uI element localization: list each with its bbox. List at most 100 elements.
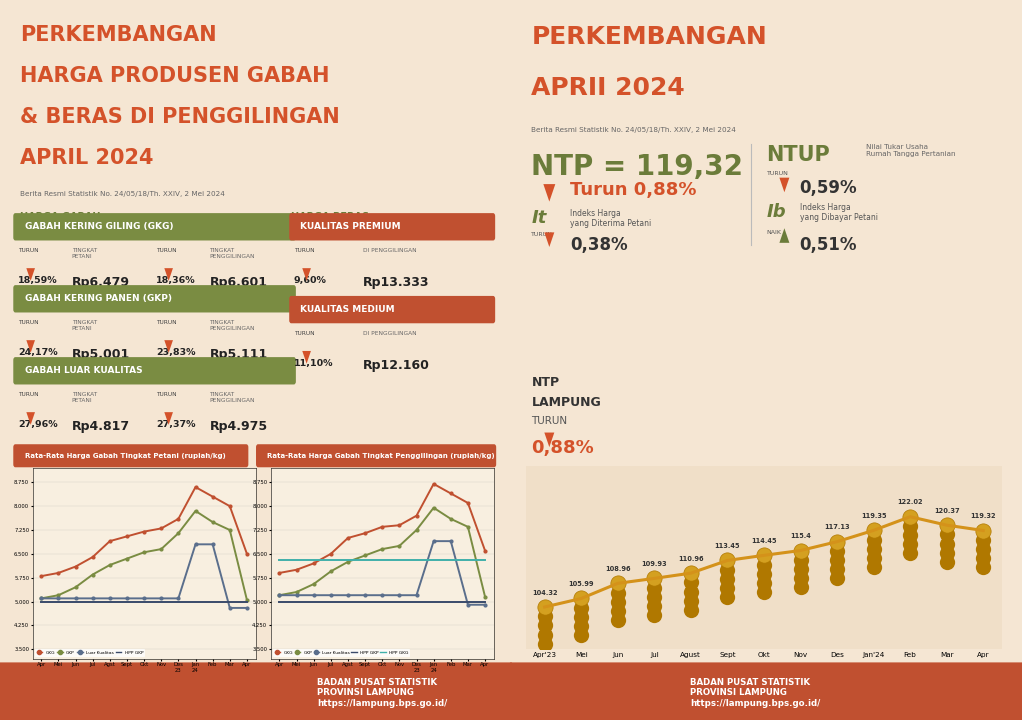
Text: 18,36%: 18,36% [155, 276, 195, 284]
Text: TURUN: TURUN [18, 320, 39, 325]
Text: Rp4.975: Rp4.975 [210, 420, 268, 433]
Text: NTUP: NTUP [766, 145, 830, 166]
Text: Berita Resmi Statistik No. 24/05/18/Th. XXIV, 2 Mei 2024: Berita Resmi Statistik No. 24/05/18/Th. … [531, 127, 736, 132]
Polygon shape [27, 412, 35, 425]
Text: APRIL 2024: APRIL 2024 [20, 148, 154, 168]
Text: TURUN: TURUN [155, 320, 177, 325]
Text: 11,10%: 11,10% [294, 359, 333, 367]
Text: GABAH KERING PANEN (GKP): GABAH KERING PANEN (GKP) [25, 294, 172, 303]
FancyBboxPatch shape [256, 444, 497, 467]
Polygon shape [27, 268, 35, 281]
Text: 117.13: 117.13 [825, 524, 850, 530]
Text: Indeks Harga
yang Dibayar Petani: Indeks Harga yang Dibayar Petani [800, 203, 878, 222]
Text: 113.45: 113.45 [714, 543, 740, 549]
Text: 27,96%: 27,96% [18, 420, 57, 428]
Text: NTP = 119,32: NTP = 119,32 [531, 153, 743, 181]
Legend: GKG, GKP, Luar Kualitas, HPP GKP: GKG, GKP, Luar Kualitas, HPP GKP [35, 649, 145, 657]
Text: LAMPUNG: LAMPUNG [531, 396, 601, 409]
Text: 115.4: 115.4 [790, 533, 810, 539]
Text: 27,37%: 27,37% [155, 420, 195, 428]
Polygon shape [165, 412, 173, 425]
Text: 114.45: 114.45 [751, 538, 777, 544]
Text: Ib: Ib [766, 203, 786, 221]
Text: DI PENGGILINGAN: DI PENGGILINGAN [363, 248, 416, 253]
Text: Rp6.479: Rp6.479 [72, 276, 130, 289]
Text: 105.99: 105.99 [568, 581, 594, 587]
Text: TURUN: TURUN [18, 392, 39, 397]
Text: 0,88%: 0,88% [531, 439, 594, 457]
FancyBboxPatch shape [13, 213, 296, 240]
Text: 120.37: 120.37 [934, 508, 960, 513]
Text: Berita Resmi Statistik No. 24/05/18/Th. XXIV, 2 Mei 2024: Berita Resmi Statistik No. 24/05/18/Th. … [20, 191, 225, 197]
Text: HARGA BERAS: HARGA BERAS [291, 212, 369, 222]
FancyBboxPatch shape [0, 662, 513, 720]
Text: & BERAS DI PENGGILINGAN: & BERAS DI PENGGILINGAN [20, 107, 340, 127]
FancyBboxPatch shape [13, 444, 248, 467]
Text: 110.96: 110.96 [678, 556, 703, 562]
Text: TURUN: TURUN [531, 232, 553, 237]
Text: TURUN: TURUN [155, 392, 177, 397]
Polygon shape [165, 268, 173, 281]
Text: TINGKAT
PENGGILINGAN: TINGKAT PENGGILINGAN [210, 320, 256, 331]
Text: 24,17%: 24,17% [18, 348, 57, 357]
Polygon shape [27, 340, 35, 353]
FancyBboxPatch shape [13, 357, 296, 384]
Text: BADAN PUSAT STATISTIK
PROVINSI LAMPUNG
https://lampung.bps.go.id/: BADAN PUSAT STATISTIK PROVINSI LAMPUNG h… [690, 678, 820, 708]
Text: TURUN: TURUN [18, 248, 39, 253]
Text: 0,51%: 0,51% [800, 236, 857, 254]
Polygon shape [780, 178, 789, 192]
Text: 0,59%: 0,59% [800, 179, 857, 197]
Text: 119.35: 119.35 [861, 513, 886, 519]
FancyBboxPatch shape [289, 296, 496, 323]
Text: 104.32: 104.32 [531, 590, 557, 595]
Text: NTP: NTP [531, 376, 560, 389]
Text: BADAN PUSAT STATISTIK
PROVINSI LAMPUNG
https://lampung.bps.go.id/: BADAN PUSAT STATISTIK PROVINSI LAMPUNG h… [317, 678, 447, 708]
Text: Rata-Rata Harga Gabah Tingkat Penggilingan (rupiah/kg): Rata-Rata Harga Gabah Tingkat Penggiling… [268, 453, 495, 459]
Text: TINGKAT
PETANI: TINGKAT PETANI [72, 392, 97, 403]
Text: 119.32: 119.32 [971, 513, 996, 519]
Text: 122.02: 122.02 [897, 499, 923, 505]
Text: Rp4.817: Rp4.817 [72, 420, 130, 433]
FancyBboxPatch shape [509, 662, 1022, 720]
Text: NAIK: NAIK [766, 230, 782, 235]
Text: Rp6.601: Rp6.601 [210, 276, 268, 289]
Text: Rp12.160: Rp12.160 [363, 359, 429, 372]
Text: 18,59%: 18,59% [18, 276, 57, 284]
Text: 23,83%: 23,83% [155, 348, 195, 357]
Text: TURUN: TURUN [294, 331, 315, 336]
Text: Rp13.333: Rp13.333 [363, 276, 429, 289]
Text: 9,60%: 9,60% [294, 276, 327, 284]
Text: Indeks Harga
yang Diterima Petani: Indeks Harga yang Diterima Petani [570, 209, 651, 228]
Text: Rp5.111: Rp5.111 [210, 348, 268, 361]
Polygon shape [780, 228, 789, 243]
Text: 0,38%: 0,38% [570, 236, 628, 254]
Text: GABAH KERING GILING (GKG): GABAH KERING GILING (GKG) [25, 222, 173, 231]
Text: Nilai Tukar Usaha
Rumah Tangga Pertanian: Nilai Tukar Usaha Rumah Tangga Pertanian [867, 144, 956, 157]
Text: APRII 2024: APRII 2024 [531, 76, 685, 99]
Text: TURUN: TURUN [155, 248, 177, 253]
Text: KUALITAS PREMIUM: KUALITAS PREMIUM [300, 222, 401, 231]
Text: TURUN: TURUN [531, 416, 567, 426]
Polygon shape [545, 433, 554, 447]
Text: PERKEMBANGAN: PERKEMBANGAN [531, 25, 768, 49]
FancyBboxPatch shape [13, 285, 296, 312]
Polygon shape [303, 268, 311, 281]
Text: PERKEMBANGAN: PERKEMBANGAN [20, 25, 217, 45]
Text: It: It [531, 209, 547, 227]
Polygon shape [165, 340, 173, 353]
FancyBboxPatch shape [289, 213, 496, 240]
Text: TURUN: TURUN [294, 248, 315, 253]
Text: 109.93: 109.93 [642, 561, 667, 567]
Polygon shape [544, 184, 555, 202]
Text: Rata-Rata Harga Gabah Tingkat Petani (rupiah/kg): Rata-Rata Harga Gabah Tingkat Petani (ru… [25, 453, 225, 459]
Text: Turun 0,88%: Turun 0,88% [570, 181, 696, 199]
Text: TINGKAT
PENGGILINGAN: TINGKAT PENGGILINGAN [210, 248, 256, 259]
Text: Rp5.001: Rp5.001 [72, 348, 130, 361]
Text: HARGA GABAH: HARGA GABAH [20, 212, 101, 222]
Text: GABAH LUAR KUALITAS: GABAH LUAR KUALITAS [25, 366, 142, 375]
Text: TURUN: TURUN [766, 171, 788, 176]
Text: DI PENGGILINGAN: DI PENGGILINGAN [363, 331, 416, 336]
Text: TINGKAT
PENGGILINGAN: TINGKAT PENGGILINGAN [210, 392, 256, 403]
Text: TINGKAT
PETANI: TINGKAT PETANI [72, 320, 97, 331]
Polygon shape [303, 351, 311, 364]
